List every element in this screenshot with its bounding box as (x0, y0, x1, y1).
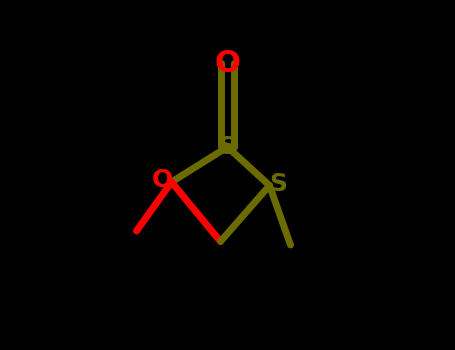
Text: S: S (218, 135, 237, 159)
Text: O: O (215, 49, 240, 77)
Text: O: O (152, 168, 173, 192)
Text: S: S (269, 172, 287, 196)
